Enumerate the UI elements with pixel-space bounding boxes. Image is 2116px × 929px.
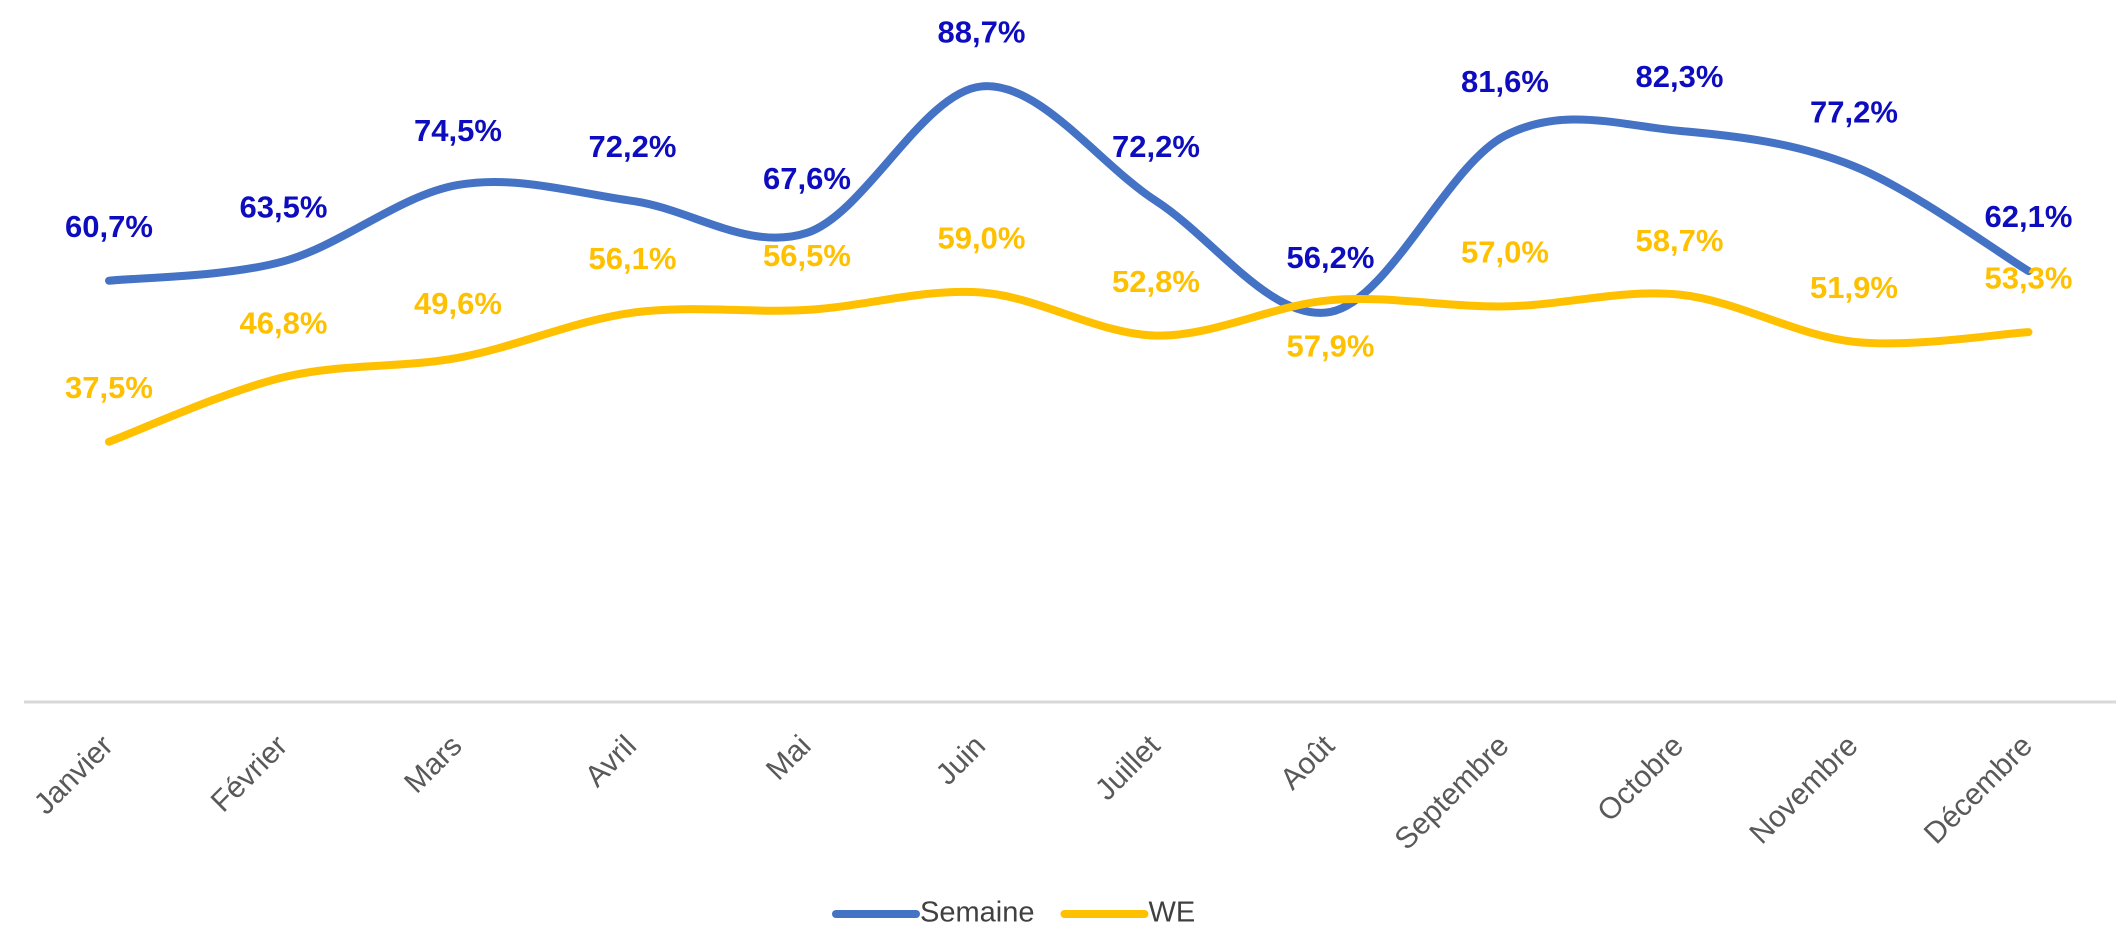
data-label: 53,3% xyxy=(1985,260,2073,295)
data-label: 57,0% xyxy=(1461,235,1549,270)
data-label: 88,7% xyxy=(938,15,1026,50)
data-label: 81,6% xyxy=(1461,64,1549,99)
x-tick-label: Janvier xyxy=(28,729,120,821)
data-label: 77,2% xyxy=(1810,94,1898,129)
x-tick-label: Décembre xyxy=(1918,729,2039,850)
data-label: 52,8% xyxy=(1112,264,1200,299)
x-tick-label: Juillet xyxy=(1089,729,1167,807)
data-label: 63,5% xyxy=(240,189,328,224)
x-tick-label: Septembre xyxy=(1388,729,1515,856)
data-label: 51,9% xyxy=(1810,270,1898,305)
data-label: 62,1% xyxy=(1985,199,2073,234)
x-tick-label: Février xyxy=(205,729,294,818)
data-label: 46,8% xyxy=(240,305,328,340)
line xyxy=(105,287,2033,446)
data-label: 56,5% xyxy=(763,238,851,273)
data-label: 82,3% xyxy=(1636,59,1724,94)
legend-label: Semaine xyxy=(920,897,1034,929)
x-tick-label: Avril xyxy=(579,729,643,793)
data-label: 60,7% xyxy=(65,209,153,244)
data-label: 49,6% xyxy=(414,286,502,321)
x-tick-label: Août xyxy=(1274,729,1341,796)
x-tick-label: Octobre xyxy=(1591,729,1690,828)
data-label: 56,2% xyxy=(1287,240,1375,275)
x-tick-label: Novembre xyxy=(1743,729,1864,850)
x-tick-label: Mars xyxy=(398,729,468,799)
data-label: 74,5% xyxy=(414,113,502,148)
data-label: 37,5% xyxy=(65,370,153,405)
data-label: 72,2% xyxy=(1112,129,1200,164)
data-label: 72,2% xyxy=(589,129,677,164)
x-tick-label: Juin xyxy=(930,729,992,791)
x-tick-label: Mai xyxy=(760,729,818,787)
data-label: 57,9% xyxy=(1287,328,1375,363)
data-label: 56,1% xyxy=(589,241,677,276)
data-label: 58,7% xyxy=(1636,223,1724,258)
data-label: 59,0% xyxy=(938,221,1026,256)
legend-label: WE xyxy=(1148,897,1195,929)
line xyxy=(105,82,2033,317)
data-label: 67,6% xyxy=(763,161,851,196)
